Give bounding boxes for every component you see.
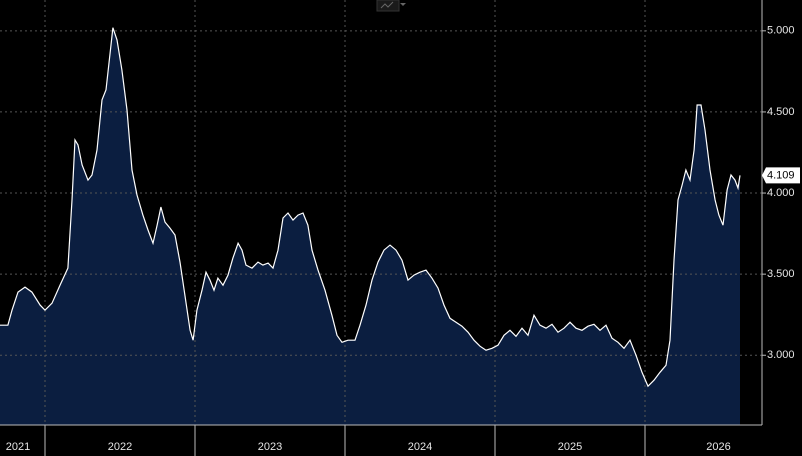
area	[0, 27, 740, 425]
flag-box	[762, 167, 800, 184]
icon-caret	[400, 3, 406, 6]
last-value-label: 4.109	[767, 169, 795, 181]
icon-box[interactable]	[376, 0, 400, 12]
y-tick-label: 3.500	[767, 268, 795, 280]
x-tick-label: 2026	[706, 441, 730, 453]
y-tick-label: 4.000	[767, 187, 795, 199]
x-tick-label: 2025	[558, 441, 582, 453]
y-tick-label: 5.000	[767, 25, 795, 37]
y-tick-label: 3.000	[767, 349, 795, 361]
x-tick-label: 2022	[108, 441, 132, 453]
chart-type-icon[interactable]	[376, 0, 406, 12]
x-tick-label: 2024	[408, 441, 432, 453]
x-tick-label: 2021	[6, 441, 30, 453]
icon-glyph	[380, 1, 394, 9]
line	[0, 27, 741, 388]
y-tick-label: 4.500	[767, 106, 795, 118]
x-tick-label: 2023	[258, 441, 282, 453]
last-value-flag: 4.109	[762, 167, 800, 184]
